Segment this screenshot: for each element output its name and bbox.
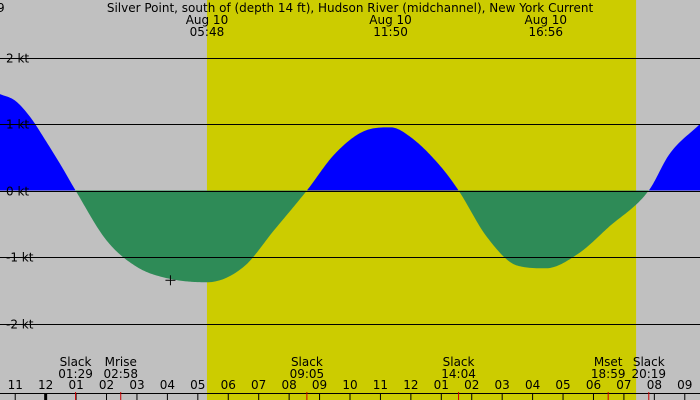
event-time-label: 11:50 [373,25,408,39]
ebb-area-3 [458,190,649,269]
event-time-label: 14:04 [441,367,476,381]
x-tick-label: 12 [38,378,53,392]
bottom-event-labels: Slack01:29Mrise02:58Slack09:05Slack14:04… [58,355,666,400]
x-tick-label: 10 [342,378,357,392]
y-axis-labels: 2 kt 1 kt 0 kt -1 kt -2 kt [6,52,34,332]
x-tick-label: 01 [68,378,83,392]
y-tick-label: 1 kt [6,118,29,132]
chart-title: Silver Point, south of (depth 14 ft), Hu… [107,1,594,15]
x-tick-label: 08 [281,378,296,392]
y-tick-label: -1 kt [6,251,34,265]
y-tick-label: 0 kt [6,185,29,199]
x-tick-label: 04 [160,378,175,392]
event-time-label: 05:48 [190,25,225,39]
chart-title-prefix: 9 [0,1,5,15]
event-name-label: Slack [443,355,475,369]
x-tick-label: 02 [464,378,479,392]
x-tick-label: 06 [221,378,236,392]
x-tick-label: 07 [616,378,631,392]
current-areas [0,94,700,283]
x-axis: 11 12 01 02 03 04 05 06 07 08 09 10 11 12 01 02 03 04 05 06… [0,378,700,400]
x-tick-label: 12 [403,378,418,392]
y-tick-label: 2 kt [6,52,29,66]
event-time-label: 18:59 [591,367,626,381]
event-time-label: 02:58 [103,367,138,381]
x-tick-label: 03 [129,378,144,392]
event-time-label: 09:05 [290,367,325,381]
x-tick-label: 09 [312,378,327,392]
x-tick-label: 05 [190,378,205,392]
event-time-label: 16:56 [528,25,563,39]
x-tick-label: 09 [677,378,692,392]
event-time-label: 20:19 [631,367,666,381]
x-tick-label: 07 [251,378,266,392]
event-time-label: 01:29 [58,367,93,381]
ebb-area-1 [75,190,307,283]
y-tick-label: -2 kt [6,318,34,332]
x-tick-label: 08 [647,378,662,392]
event-name-label: Slack [291,355,323,369]
x-tick-label: 05 [555,378,570,392]
gridlines [0,58,700,325]
x-tick-label: 01 [434,378,449,392]
event-name-label: Mset [594,355,623,369]
flood-area-0 [0,94,76,191]
event-date-label: Aug 10 [525,13,568,27]
event-name-label: Slack [633,355,665,369]
flood-area-2 [306,127,459,191]
x-tick-label: 04 [525,378,540,392]
x-tick-label: 11 [8,378,23,392]
event-name-label: Slack [60,355,92,369]
x-tick-label: 06 [586,378,601,392]
x-tick-label: 03 [495,378,510,392]
x-tick-label: 11 [373,378,388,392]
x-tick-label: 02 [99,378,114,392]
event-date-label: Aug 10 [369,13,412,27]
flood-area-4 [648,124,700,191]
event-date-label: Aug 10 [186,13,229,27]
cursor-marker [165,275,176,286]
event-name-label: Mrise [105,355,137,369]
